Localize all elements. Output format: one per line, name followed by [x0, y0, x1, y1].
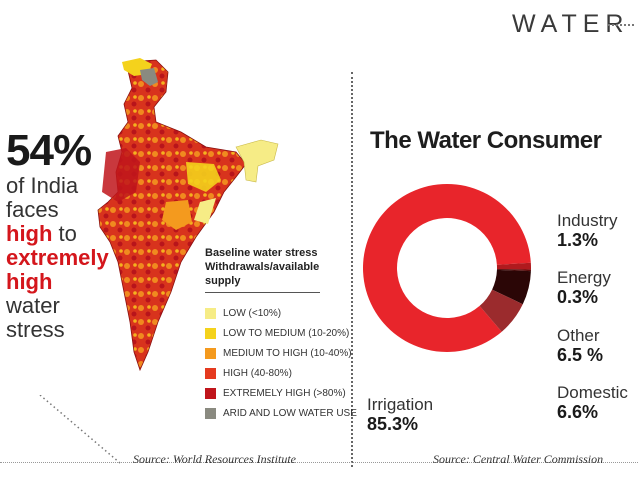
legend-swatch [205, 327, 216, 339]
legend-swatch [205, 307, 216, 319]
legend-item: EXTREMELY HIGH (>80%) [205, 383, 346, 403]
donut-slice-energy [496, 268, 531, 272]
slice-name: Other [557, 326, 600, 345]
stat-percent: 54% [6, 126, 92, 175]
legend-subtitle: Withdrawals/available supply [205, 260, 320, 293]
legend-item: MEDIUM TO HIGH (10-40%) [205, 343, 352, 363]
panel-divider [351, 72, 353, 467]
stat-line: water [6, 293, 60, 318]
legend-label: EXTREMELY HIGH (>80%) [223, 387, 346, 399]
donut-slice-irrigation [363, 184, 531, 352]
diagonal-dotted-line [39, 395, 121, 464]
legend-label: HIGH (40-80%) [223, 367, 292, 379]
stat-emphasis: high [6, 269, 53, 294]
map-source: Source: World Resources Institute [133, 452, 296, 466]
donut-chart [363, 184, 531, 352]
stat-line: stress [6, 317, 65, 342]
slice-value: 1.3% [557, 230, 599, 250]
legend-swatch [205, 387, 216, 399]
stat-line: faces [6, 197, 59, 222]
legend-swatch [205, 347, 216, 359]
legend-label: ARID AND LOW WATER USE [223, 407, 357, 419]
india-water-stress-map [97, 58, 279, 372]
slice-label-domestic: Domestic 6.6% [557, 383, 628, 422]
slice-value: 0.3% [557, 287, 599, 307]
stat-text: to [52, 221, 77, 246]
legend-label: LOW TO MEDIUM (10-20%) [223, 327, 350, 339]
headline-stat: 54% of India faces high to extremely hig… [6, 128, 126, 342]
legend-label: LOW (<10%) [223, 307, 282, 319]
legend-item: HIGH (40-80%) [205, 363, 320, 383]
legend-swatch [205, 367, 216, 379]
slice-name: Industry [557, 211, 618, 230]
bottom-dotted-rule [0, 462, 638, 463]
slice-label-energy: Energy 0.3% [557, 268, 611, 307]
slice-value: 85.3% [367, 414, 419, 434]
legend-title: Baseline water stress [205, 247, 318, 259]
legend-item: ARID AND LOW WATER USE [205, 403, 357, 423]
slice-value: 6.5 % [557, 345, 604, 365]
legend-label: MEDIUM TO HIGH (10-40%) [223, 347, 352, 359]
donut-slice-other [492, 269, 531, 305]
stat-emphasis: high [6, 221, 53, 246]
slice-name: Energy [557, 268, 611, 287]
section-header: WATER [512, 10, 630, 38]
slice-label-other: Other 6.5 % [557, 326, 603, 365]
slice-name: Domestic [557, 383, 628, 402]
slice-name: Irrigation [367, 395, 434, 414]
legend-item: LOW (<10%) [205, 303, 320, 323]
donut-slice-industry [496, 262, 531, 270]
chart-title: The Water Consumer [370, 127, 602, 154]
slice-label-irrigation: Irrigation 85.3% [367, 395, 433, 434]
legend-swatch [205, 407, 216, 419]
stat-line: high to [6, 222, 126, 246]
chart-source: Source: Central Water Commission [433, 452, 604, 466]
donut-slice-domestic [479, 289, 523, 332]
stat-emphasis: extremely [6, 245, 109, 270]
stat-line: of India [6, 173, 79, 198]
map-legend: Baseline water stress Withdrawals/availa… [205, 246, 357, 423]
legend-items: LOW (<10%) LOW TO MEDIUM (10-20%) MEDIUM T… [205, 303, 357, 423]
slice-label-industry: Industry 1.3% [557, 211, 617, 250]
slice-value: 6.6% [557, 402, 599, 422]
header-dotted-rule [608, 24, 634, 26]
legend-item: LOW TO MEDIUM (10-20%) [205, 323, 349, 343]
